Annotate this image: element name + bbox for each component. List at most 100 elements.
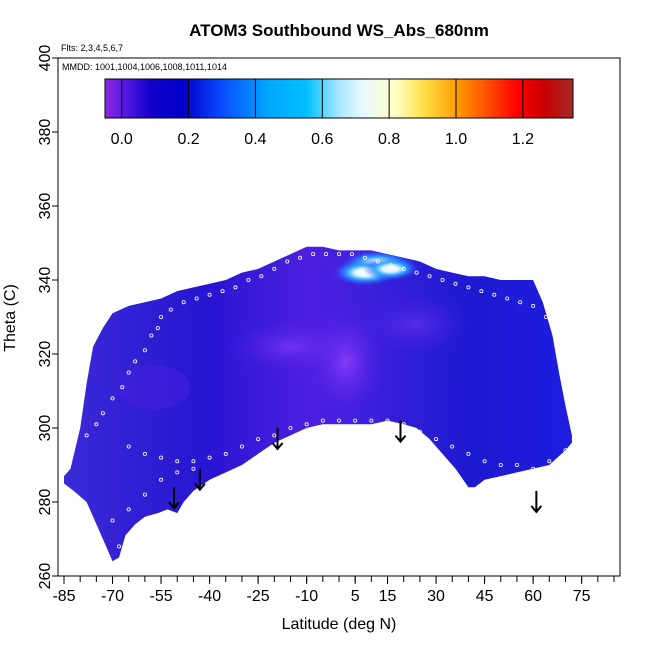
sample-point (181, 300, 186, 305)
sample-point (375, 259, 380, 264)
y-tick-label: 300 (37, 415, 54, 442)
sample-point (349, 252, 354, 257)
sample-point (466, 451, 471, 456)
x-axis: -85 -70 -55 -40 -25 -10 5 15 30 45 60 75 (52, 576, 615, 605)
arrow-marker (394, 420, 407, 444)
sample-point (256, 437, 261, 442)
sample-point (133, 359, 138, 364)
colorbar-tick-label: 0.0 (111, 131, 133, 148)
sample-point (479, 289, 484, 294)
sample-point (362, 255, 367, 260)
colorbar-tick-label: 0.6 (311, 131, 333, 148)
y-axis: 260 280 300 320 340 360 380 400 (37, 45, 58, 590)
x-tick-label: 45 (476, 588, 494, 605)
sample-point (498, 462, 503, 467)
sample-point (246, 277, 251, 282)
sample-point (288, 425, 293, 430)
arrow-head (194, 483, 206, 492)
sample-point (117, 544, 122, 549)
sample-point (110, 518, 115, 523)
x-tick-label: 15 (379, 588, 397, 605)
colorbar-tick-label: 0.8 (378, 131, 400, 148)
sample-point (324, 252, 329, 257)
sample-point (547, 459, 552, 464)
sample-point (126, 507, 131, 512)
sample-point (482, 459, 487, 464)
colorbar-tick-label: 0.4 (244, 131, 266, 148)
sample-point (544, 314, 549, 319)
sample-point (84, 433, 89, 438)
sample-point (233, 285, 238, 290)
sample-point (385, 418, 390, 423)
sample-point (466, 285, 471, 290)
sample-point (388, 263, 393, 268)
y-tick-label: 280 (37, 489, 54, 516)
sample-point (126, 370, 131, 375)
sample-point (298, 255, 303, 260)
y-tick-label: 340 (37, 267, 54, 294)
sample-point (369, 418, 374, 423)
colorbar-tick-label: 1.2 (512, 131, 534, 148)
sample-point (223, 451, 228, 456)
x-tick-label: -70 (101, 588, 124, 605)
arrow-marker (168, 487, 180, 510)
x-tick-label: 5 (351, 588, 360, 605)
sample-point (563, 448, 568, 453)
sample-point (320, 418, 325, 423)
dates-note: MMDD: 1001,1004,1006,1008,1011,1014 (62, 62, 227, 72)
sample-point (100, 411, 105, 416)
y-tick-label: 260 (37, 563, 54, 590)
chart-title: ATOM3 Southbound WS_Abs_680nm (189, 21, 489, 40)
sample-point (434, 437, 439, 442)
sample-point (285, 259, 290, 264)
purple-left-band (220, 316, 361, 377)
sample-point (126, 444, 131, 449)
sample-point (272, 266, 277, 271)
colorbar-gradient (104, 78, 574, 119)
sample-point (353, 418, 358, 423)
sample-point (239, 444, 244, 449)
sample-point (492, 292, 497, 297)
arrow-marker (271, 428, 284, 451)
sample-point (505, 296, 510, 301)
sample-point (514, 462, 519, 467)
x-axis-label: Latitude (deg N) (282, 616, 397, 633)
sample-point (175, 470, 180, 475)
sample-point (531, 303, 536, 308)
y-axis-label: Theta (C) (2, 284, 19, 352)
sample-point (531, 466, 536, 471)
sample-point (311, 252, 316, 257)
sample-point (220, 289, 225, 294)
arrow-head (168, 501, 180, 510)
x-tick-label: 30 (427, 588, 445, 605)
high-value-spot-2 (362, 257, 419, 281)
arrow-head (271, 442, 284, 451)
sample-point (120, 385, 125, 390)
sample-point (159, 455, 164, 460)
plot-area (64, 246, 572, 562)
sample-point (417, 429, 422, 434)
sample-point (259, 274, 264, 279)
sample-point (142, 451, 147, 456)
arrow-head (530, 505, 543, 514)
colorbar-tick-label: 1.0 (445, 131, 467, 148)
sample-point (207, 455, 212, 460)
sample-point (159, 477, 164, 482)
sample-point (450, 444, 455, 449)
sample-point (401, 266, 406, 271)
flights-note: Flts: 2,3,4,5,6,7 (61, 43, 123, 53)
arrow-head (394, 434, 407, 444)
sample-point (110, 396, 115, 401)
y-tick-label: 380 (37, 119, 54, 146)
x-tick-label: -40 (198, 588, 221, 605)
x-tick-label: 75 (573, 588, 591, 605)
sample-point (94, 422, 99, 427)
arrow-marker (530, 490, 543, 514)
sample-point (168, 307, 173, 312)
arrow-marker (194, 468, 206, 492)
sample-point (440, 277, 445, 282)
y-tick-label: 320 (37, 341, 54, 368)
sample-point (304, 422, 309, 427)
